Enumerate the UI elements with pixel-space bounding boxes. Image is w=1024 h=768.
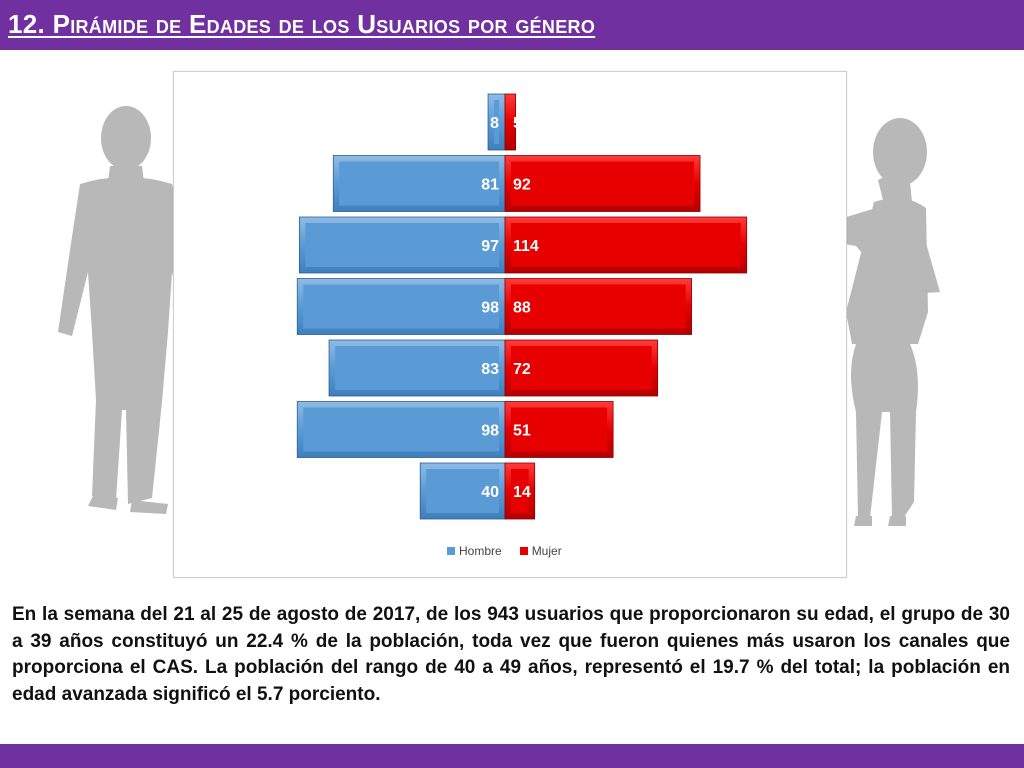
legend-item-hombre: Hombre [447,544,502,558]
bar-mujer-1 [504,93,517,151]
man-silhouette-icon [58,106,200,514]
label-mujer-1: 5 [513,115,522,132]
bar-face-hombre-4 [303,284,499,329]
bar-face-mujer-5 [511,346,652,390]
pyramid-chart: 8 5 81 92 97 114 98 88 83 72 98 51 40 14 [296,93,748,520]
label-mujer-6: 51 [513,423,531,440]
legend-label-mujer: Mujer [531,544,562,558]
bar-face-hombre-1 [494,100,499,144]
chart-frame: 8 5 81 92 97 114 98 88 83 72 98 51 40 14 Hombre Mujer [173,71,847,578]
bar-face-mujer-3 [511,223,741,267]
footer-bar [0,744,1024,768]
bar-face-hombre-5 [335,346,499,390]
bar-face-mujer-2 [511,161,695,206]
bar-face-hombre-2 [339,161,499,206]
legend-swatch-hombre [447,547,455,555]
bar-face-mujer-6 [511,407,608,452]
bar-face-hombre-7 [426,469,499,513]
summary-paragraph: En la semana del 21 al 25 de agosto de 2… [12,604,1010,705]
legend-swatch-mujer [519,547,528,555]
label-hombre-6: 98 [481,423,499,440]
chart-legend: Hombre Mujer [447,544,562,558]
label-hombre-2: 81 [481,177,499,194]
bar-face-mujer-4 [511,284,686,329]
label-mujer-5: 72 [513,361,531,378]
label-mujer-2: 92 [513,177,531,194]
label-hombre-4: 98 [481,300,499,317]
label-hombre-3: 97 [481,238,499,255]
label-hombre-7: 40 [481,484,499,501]
legend-item-mujer: Mujer [519,544,562,558]
title-bar: 12. Pirámide de Edades de los Usuarios p… [0,0,1024,50]
bar-face-hombre-6 [303,407,499,452]
bar-face-hombre-3 [305,223,499,267]
label-mujer-3: 114 [513,238,539,255]
label-hombre-5: 83 [481,361,499,378]
bar-face-mujer-7 [511,469,529,513]
slide-title: 12. Pirámide de Edades de los Usuarios p… [8,9,596,39]
legend-label-hombre: Hombre [459,544,502,558]
label-hombre-1: 8 [490,115,499,132]
label-mujer-7: 14 [513,484,531,501]
label-mujer-4: 88 [513,300,531,317]
